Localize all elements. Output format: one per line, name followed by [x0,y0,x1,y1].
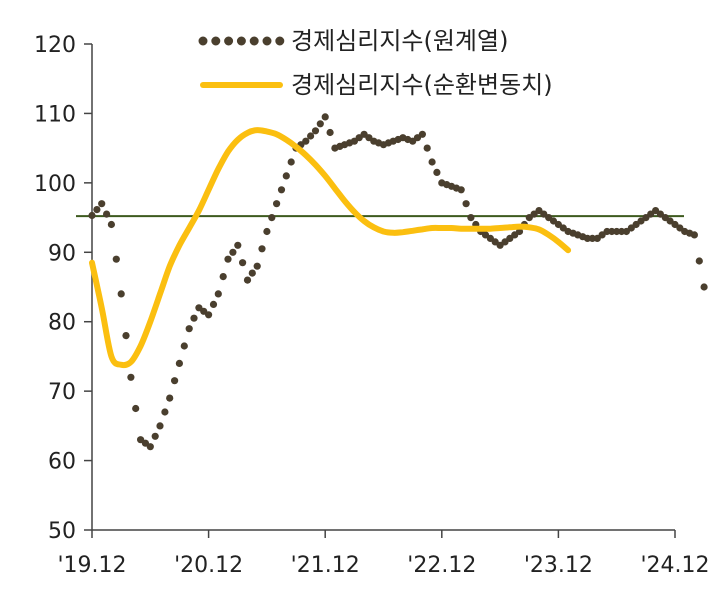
x-tick-label: '20.12 [174,553,243,578]
series-point-original [253,262,261,270]
series-point-original [273,200,281,208]
series-point-original [209,300,218,308]
series-point-original [457,186,465,194]
series-point-original [166,394,174,402]
series-point-original [287,158,295,166]
series-point-original [214,290,222,298]
series-point-original [185,325,193,333]
series-point-original [122,332,130,340]
y-tick-label: 60 [48,450,76,475]
series-point-original [107,220,115,229]
series-point-original [418,130,426,138]
series-point-original [171,377,179,385]
series-point-original [316,120,324,128]
series-point-original [132,404,140,413]
x-tick-label: '24.12 [640,553,709,578]
series-point-original [112,255,120,263]
series-point-original [219,273,227,281]
series-point-original [462,200,470,208]
y-tick-label: 70 [48,380,76,405]
series-point-original [180,342,188,350]
series-point-original [428,158,436,166]
series-point-original [98,200,106,208]
x-axis-ticks: '19.12 '20.12 '21.12 '22.12 '23.12 '24.12 [57,530,710,578]
series-point-original [88,211,96,220]
series-point-original [467,214,475,222]
series-point-original [258,245,266,253]
legend-label-cyclical: 경제심리지수(순환변동치) [291,71,553,99]
series-point-original [175,359,183,367]
y-tick-label: 50 [48,519,76,544]
series-point-original [700,283,708,291]
series-point-original [302,137,310,145]
y-tick-label: 120 [34,33,76,58]
y-tick-label: 110 [34,102,76,127]
series-point-original [433,168,441,176]
series-point-original [248,269,256,277]
series-point-original [103,210,111,218]
series-point-original [156,422,164,430]
series-point-original [515,227,524,236]
y-axis-ticks: 50 60 70 80 90 100 110 120 [34,33,92,544]
series-point-original [151,432,159,440]
series-point-original [190,314,198,322]
x-tick-label: '23.12 [524,553,593,578]
series-point-original [146,443,154,451]
series-point-original [234,241,242,249]
series-line-cyclical [89,127,572,369]
legend-label-original: 경제심리지수(원계열) [291,27,508,55]
x-tick-label: '19.12 [57,553,126,578]
series-point-original [229,248,237,256]
legend-item-original: 경제심리지수(원계열) [198,27,508,55]
series-point-original [321,113,329,121]
y-tick-label: 90 [48,241,76,266]
series-point-original [695,257,703,265]
series-point-original [117,290,125,298]
series-point-original [243,276,252,284]
x-tick-label: '21.12 [291,553,360,578]
legend: 경제심리지수(원계열) 경제심리지수(순환변동치) [198,27,553,99]
series-point-original [690,231,699,239]
x-tick-label: '22.12 [407,553,476,578]
y-tick-label: 100 [34,172,76,197]
legend-item-cyclical: 경제심리지수(순환변동치) [200,71,553,99]
series-point-original [282,172,290,180]
series-point-original [311,127,320,135]
series-point-original [161,408,169,416]
series-point-original [326,128,334,137]
series-point-original [307,132,315,140]
series-point-original [224,255,232,263]
series-point-original [263,227,271,236]
series-point-original [423,144,431,152]
series-point-original [205,311,213,319]
series-layer [88,113,708,451]
series-point-original [277,186,286,194]
y-tick-label: 80 [48,311,76,336]
series-point-original [93,206,101,214]
series-point-original [239,259,247,267]
series-point-original [268,214,276,222]
series-point-original [127,373,135,381]
